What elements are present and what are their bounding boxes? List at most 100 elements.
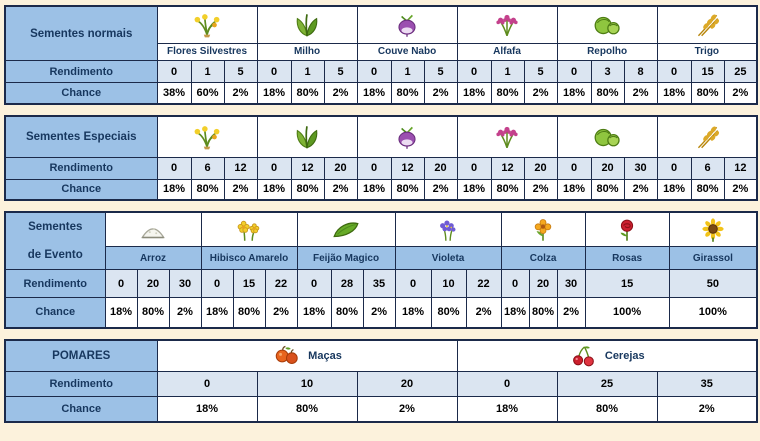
rendimento-value: 0 bbox=[656, 60, 692, 83]
rendimento-value: 25 bbox=[556, 370, 658, 397]
chance-row-label: Chance bbox=[4, 297, 106, 328]
chance-value: 80% bbox=[556, 395, 658, 423]
crop-name: Hibisco Amarelo bbox=[200, 246, 298, 270]
sunflower-icon bbox=[698, 217, 728, 243]
wheat-icon bbox=[692, 124, 722, 150]
crop-header-cell bbox=[296, 211, 396, 248]
chance-value: 2% bbox=[223, 82, 258, 104]
cherries-icon bbox=[569, 343, 599, 369]
chance-value: 2% bbox=[223, 178, 258, 201]
rendimento-value: 20 bbox=[323, 156, 358, 180]
rendimento-value: 0 bbox=[556, 60, 592, 83]
crop-header-cell bbox=[668, 211, 758, 248]
crop-header-cell bbox=[656, 115, 758, 158]
rendimento-value: 0 bbox=[394, 269, 432, 298]
rendimento-value: 20 bbox=[356, 370, 458, 397]
rendimento-value: 5 bbox=[223, 60, 258, 83]
chance-value: 18% bbox=[296, 297, 332, 328]
rendimento-value: 0 bbox=[104, 269, 138, 298]
chance-value: 80% bbox=[690, 82, 725, 104]
crop-header-cell: Cerejas bbox=[456, 339, 758, 372]
chance-value: 2% bbox=[168, 297, 202, 328]
chance-value: 2% bbox=[423, 178, 458, 201]
rose-icon bbox=[612, 217, 642, 243]
chance-value: 18% bbox=[556, 178, 592, 201]
chance-value: 2% bbox=[323, 178, 358, 201]
rendimento-value: 6 bbox=[690, 156, 725, 180]
rendimento-row-label: Rendimento bbox=[4, 60, 158, 83]
wildflowers-icon bbox=[192, 124, 222, 150]
wheat-icon bbox=[692, 12, 722, 38]
crop-name: Feijão Magico bbox=[296, 246, 396, 270]
rendimento-value: 0 bbox=[156, 60, 192, 83]
chance-value: 38% bbox=[156, 82, 192, 104]
chance-value: 80% bbox=[528, 297, 558, 328]
crop-name: Rosas bbox=[584, 246, 670, 270]
chance-value: 18% bbox=[200, 297, 234, 328]
chance-value: 80% bbox=[290, 82, 325, 104]
rice-icon bbox=[138, 217, 168, 243]
chance-value: 80% bbox=[256, 395, 358, 423]
chance-value: 2% bbox=[264, 297, 298, 328]
chance-value: 2% bbox=[723, 82, 758, 104]
sementes-normais-table: Sementes normais Flores Silvestres Milho Co… bbox=[4, 5, 759, 105]
crop-name: Milho bbox=[256, 42, 358, 62]
crop-name: Cerejas bbox=[604, 349, 645, 362]
chance-value: 2% bbox=[465, 297, 502, 328]
rendimento-value: 0 bbox=[356, 156, 392, 180]
chance-value: 80% bbox=[390, 178, 425, 201]
cabbage-icon bbox=[592, 12, 622, 38]
yellow-hibiscus-icon bbox=[234, 217, 264, 243]
rendimento-value: 0 bbox=[456, 370, 558, 397]
chance-value: 18% bbox=[356, 82, 392, 104]
rendimento-value: 5 bbox=[423, 60, 458, 83]
rendimento-value: 12 bbox=[223, 156, 258, 180]
chance-value: 2% bbox=[523, 82, 558, 104]
chance-value: 18% bbox=[656, 82, 692, 104]
chance-value: 80% bbox=[590, 178, 625, 201]
crop-header-cell bbox=[256, 5, 358, 44]
rendimento-value: 0 bbox=[256, 60, 292, 83]
rendimento-row-label: Rendimento bbox=[4, 269, 106, 298]
chance-value: 80% bbox=[136, 297, 170, 328]
colza-icon bbox=[528, 217, 558, 243]
chance-value: 80% bbox=[330, 297, 364, 328]
rendimento-value: 22 bbox=[465, 269, 502, 298]
crop-name: Violeta bbox=[394, 246, 502, 270]
rendimento-value: 20 bbox=[423, 156, 458, 180]
rendimento-value: 12 bbox=[490, 156, 525, 180]
rendimento-value: 35 bbox=[362, 269, 396, 298]
table-title: Sementes Especiais bbox=[4, 115, 158, 158]
crop-header-cell bbox=[156, 115, 258, 158]
chance-value: 18% bbox=[156, 395, 258, 423]
crop-header-cell bbox=[104, 211, 202, 248]
alfalfa-icon bbox=[492, 12, 522, 38]
rendimento-value: 1 bbox=[390, 60, 425, 83]
chance-value: 18% bbox=[556, 82, 592, 104]
crop-header-cell bbox=[500, 211, 586, 248]
table-title-line: POMARES bbox=[52, 349, 111, 362]
chance-value: 80% bbox=[390, 82, 425, 104]
alfalfa-icon bbox=[492, 124, 522, 150]
rendimento-value: 0 bbox=[296, 269, 332, 298]
rendimento-value: 15 bbox=[584, 269, 670, 298]
cabbage-icon bbox=[592, 124, 622, 150]
table-title: Sementes normais bbox=[4, 5, 158, 61]
crop-header-cell bbox=[556, 5, 658, 44]
crop-header-cell: Maças bbox=[156, 339, 458, 372]
rendimento-value: 8 bbox=[623, 60, 658, 83]
crop-header-cell bbox=[256, 115, 358, 158]
chance-value: 18% bbox=[156, 178, 192, 201]
crop-name: Alfafa bbox=[456, 42, 558, 62]
rendimento-value: 10 bbox=[430, 269, 467, 298]
chance-value: 2% bbox=[323, 82, 358, 104]
rendimento-value: 6 bbox=[190, 156, 225, 180]
chance-value: 80% bbox=[590, 82, 625, 104]
rendimento-value: 25 bbox=[723, 60, 758, 83]
corn-icon bbox=[292, 124, 322, 150]
special-seeds-section: Sementes Especiais Rendimento 0 6 12 0 12 20 0 12… bbox=[4, 114, 759, 201]
orchards-section: POMARES Maças Cerejas Rendimento 0 10 20 0 25 35 C… bbox=[4, 338, 759, 423]
wildflowers-icon bbox=[192, 12, 222, 38]
chance-row-label: Chance bbox=[4, 82, 158, 104]
rendimento-value: 0 bbox=[156, 156, 192, 180]
